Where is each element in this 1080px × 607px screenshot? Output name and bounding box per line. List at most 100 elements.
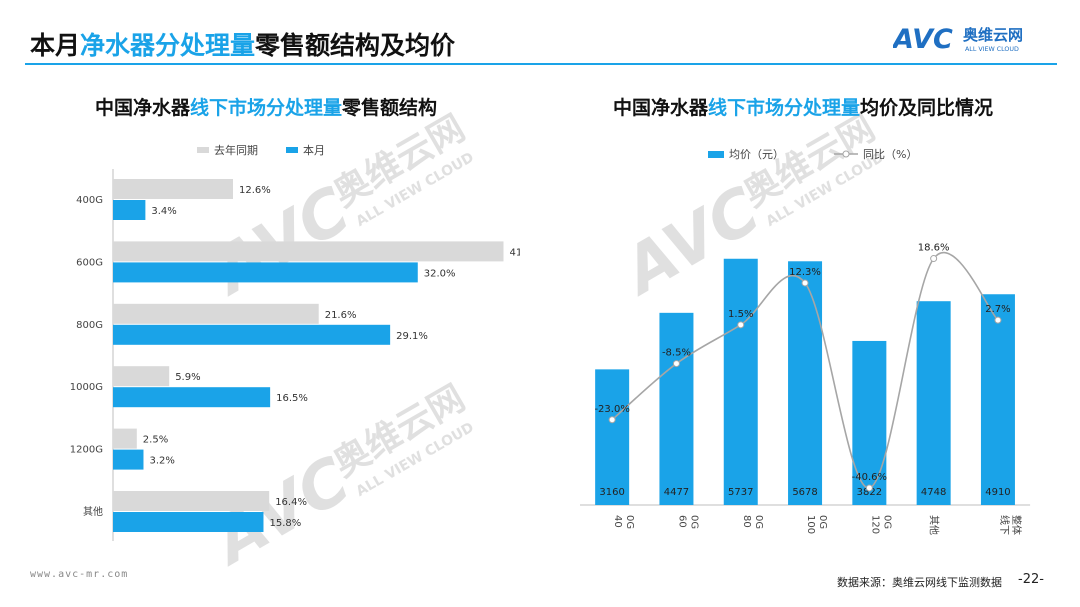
yoy-label: -23.0% [594,404,629,415]
data-label: 15.8% [269,518,301,529]
y-tick-label: 其他 [83,505,103,518]
x-tick-label-line: 0G [753,515,764,529]
bar-this-month [113,387,271,408]
legend-swatch-this-month [286,147,298,153]
bar-value-label: 4477 [664,487,689,498]
page-title-highlight: 净水器分处理量 [80,31,256,60]
data-label: 29.1% [396,331,428,342]
left-legend: 去年同期 本月 [197,142,325,158]
x-tick-label: 400G [612,515,635,529]
left-chart-title-post: 零售额结构 [342,97,438,119]
bar-avg-price [852,340,887,505]
bar-last-year [113,241,504,262]
logo-en: ALL VIEW CLOUD [965,46,1019,53]
x-tick-label-line: 80 [741,515,752,528]
bar-last-year [113,491,270,511]
x-tick-label: 其他 [928,515,941,535]
left-bar-chart: 400G 12.6% 3.4% 600G 41.0% 32.0% 800G 21.6% 29.1… [70,169,520,541]
yoy-label: 18.6% [918,243,950,254]
page-title-post: 零售额结构及均价 [255,31,456,60]
page-number: -22- [1018,572,1044,587]
data-label: 12.6% [239,185,271,196]
right-chart-title-pre: 中国净水器 [613,97,709,119]
data-label: 5.9% [175,372,200,383]
legend-label-this-month: 本月 [303,144,325,157]
yoy-point [801,279,809,287]
bar-value-label: 5737 [728,487,753,498]
bar-value-label: 4748 [921,487,946,498]
x-tick-label: 800G [741,515,764,529]
bar-avg-price [788,261,823,505]
y-tick-label: 1200G [70,445,103,456]
legend-label-last-year: 去年同期 [214,144,258,157]
x-tick-label: 1200G [869,515,892,534]
bar-avg-price [980,294,1015,505]
left-chart-title-highlight: 线下市场分处理量 [190,97,343,119]
bar-value-label: 3822 [857,487,882,498]
y-tick-label: 800G [76,320,103,331]
legend-swatch-yoy [834,150,858,158]
data-label: 16.5% [276,393,308,404]
legend-swatch-last-year [197,147,209,153]
data-label: 21.6% [325,310,357,321]
bar-this-month [113,324,391,345]
yoy-label: -40.6% [852,472,887,483]
yoy-point [672,360,680,368]
yoy-point [865,484,873,492]
yoy-label: -8.5% [662,348,691,359]
logo-mark: AVC [893,24,953,54]
yoy-label: 1.5% [728,309,753,320]
data-label: 32.0% [424,268,456,279]
right-chart-title-highlight: 线下市场分处理量 [708,97,861,119]
x-tick-label-line: 线下 [998,515,1011,535]
page-title: 本月净水器分处理量零售额结构及均价 [30,26,455,62]
yoy-point [608,416,616,424]
header-divider [25,63,1057,65]
data-source: 数据来源：奥维云网线下监测数据 [837,576,1002,589]
logo-cn: 奥维云网 [963,26,1023,44]
bar-avg-price [916,301,951,505]
x-tick-label-line: 0G [817,515,828,529]
x-tick-label-line: 0G [624,515,635,529]
bar-value-label: 5678 [792,487,817,498]
x-tick-label-line: 40 [612,515,623,528]
yoy-point [737,321,745,329]
left-chart-title: 中国净水器线下市场分处理量零售额结构 [95,93,437,120]
x-tick-label-line: 整体 [1010,515,1023,535]
yoy-point [994,316,1002,324]
right-legend: 均价（元） 同比（%） [708,146,917,162]
yoy-point [930,255,938,263]
right-chart-title: 中国净水器线下市场分处理量均价及同比情况 [613,93,993,120]
x-tick-label-line: 0G [688,515,699,529]
data-label: 3.2% [149,456,174,467]
bar-last-year [113,303,319,324]
x-tick-label: 1000G [805,515,828,534]
right-chart-title-post: 均价及同比情况 [860,97,994,119]
page-title-pre: 本月 [30,31,81,60]
bar-avg-price [659,312,694,505]
footer-url: www.avc-mr.com [30,569,129,580]
x-tick-label-line: 0G [881,515,892,529]
data-label: 2.5% [143,435,168,446]
y-tick-label: 400G [76,195,103,206]
legend-swatch-price [708,150,724,158]
left-chart-title-pre: 中国净水器 [95,97,191,119]
bar-last-year [113,179,233,199]
bar-this-month [113,200,146,220]
bar-this-month [113,512,264,532]
yoy-label: 12.3% [789,267,821,278]
x-tick-label: 线下整体 [998,515,1023,535]
yoy-label: 2.7% [985,304,1010,315]
x-tick-label-line: 120 [869,515,880,534]
x-tick-label-line: 100 [805,515,816,534]
x-tick-label: 600G [676,515,699,529]
y-tick-label: 600G [76,257,103,268]
data-label: 41.0% [509,247,520,258]
data-label: 3.4% [151,206,176,217]
avc-logo: AVC 奥维云网 ALL VIEW CLOUD [893,24,1023,54]
bar-value-label: 4910 [985,487,1010,498]
x-tick-label-line: 60 [676,515,687,528]
data-label: 16.4% [275,497,307,508]
bar-last-year [113,428,137,449]
legend-label-price: 均价（元） [729,148,784,161]
